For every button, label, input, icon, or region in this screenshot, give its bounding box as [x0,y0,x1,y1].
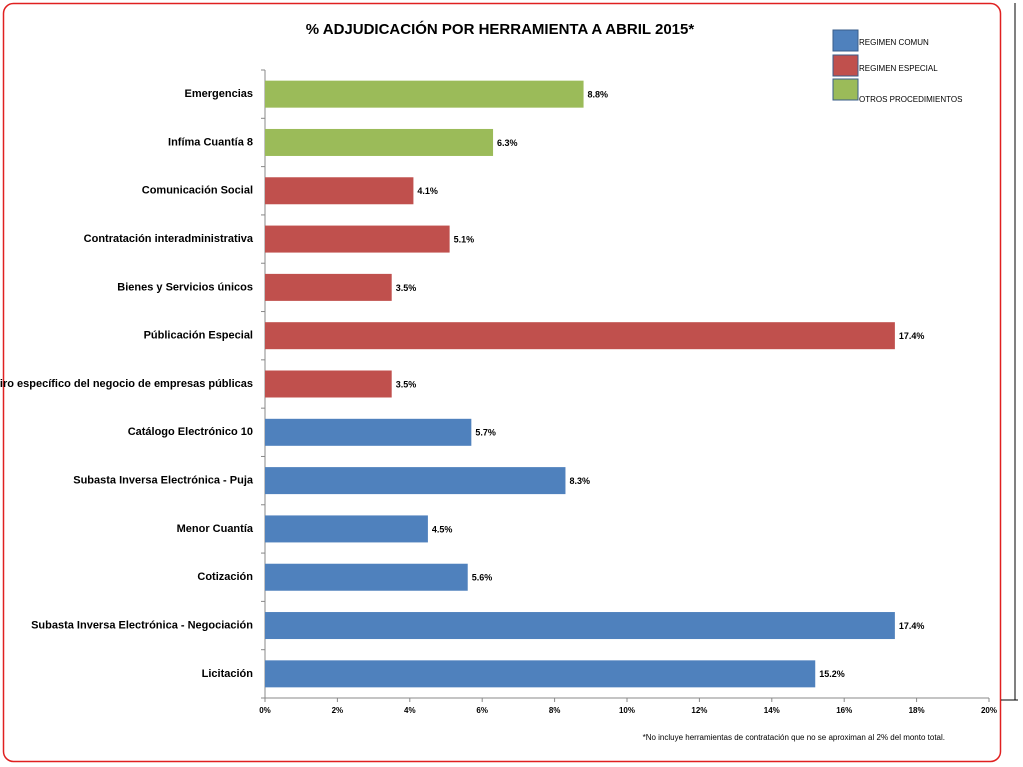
bar [265,177,414,205]
y-tick-label: Comunicación Social [142,185,253,197]
y-tick-label: Giro específico del negocio de empresas … [0,378,253,390]
bar [265,128,494,156]
y-tick-label: Bienes y Servicios únicos [117,281,253,293]
footnote: *No incluye herramientas de contratación… [643,733,945,742]
bar [265,80,584,108]
y-tick-label: Emergencias [185,88,253,100]
x-tick-label: 6% [476,706,488,715]
data-label: 5.1% [454,234,475,244]
data-label: 6.3% [497,138,518,148]
data-label: 17.4% [899,621,925,631]
data-label: 3.5% [396,283,417,293]
legend-swatch [832,29,859,52]
data-label: 3.5% [396,379,417,389]
data-label: 5.7% [475,428,496,438]
x-tick-label: 2% [332,706,344,715]
bar [265,418,472,446]
bar [265,322,895,350]
y-tick-label: Subasta Inversa Electrónica - Puja [73,475,254,487]
bar [265,515,428,543]
x-tick-label: 18% [909,706,925,715]
y-tick-label: Contratación interadministrativa [84,233,254,245]
x-tick-label: 0% [259,706,271,715]
x-tick-label: 20% [981,706,997,715]
bar [265,273,392,301]
bar [265,370,392,398]
x-tick-label: 4% [404,706,416,715]
bar [265,225,450,253]
data-label: 8.3% [569,476,590,486]
data-label: 5.6% [472,573,493,583]
y-tick-label: Públicación Especial [144,330,253,342]
bar [265,612,895,640]
y-tick-label: Infíma Cuantía 8 [168,136,253,148]
y-tick-label: Catálogo Electrónico 10 [128,426,253,438]
y-tick-label: Menor Cuantía [177,523,254,535]
x-tick-label: 14% [764,706,780,715]
chart-border [2,2,1002,763]
x-tick-label: 10% [619,706,635,715]
x-tick-label: 8% [549,706,561,715]
legend-label: REGIMEN ESPECIAL [859,64,938,73]
legend-swatch [832,78,859,101]
y-tick-label: Licitación [202,668,254,680]
x-tick-label: 16% [836,706,852,715]
bar [265,660,816,688]
legend-label: OTROS PROCEDIMIENTOS [859,95,962,104]
bar [265,467,566,495]
chart-title: % ADJUDICACIÓN POR HERRAMIENTA A ABRIL 2… [306,20,695,38]
bar [265,563,468,591]
legend-swatch [832,54,859,77]
data-label: 4.5% [432,524,453,534]
data-label: 15.2% [819,669,845,679]
data-label: 4.1% [417,186,438,196]
legend-label: REGIMEN COMUN [859,38,929,47]
x-tick-label: 12% [691,706,707,715]
y-tick-label: Cotización [197,571,253,583]
data-label: 8.8% [588,90,609,100]
data-label: 17.4% [899,331,925,341]
y-tick-label: Subasta Inversa Electrónica - Negociació… [31,619,253,631]
